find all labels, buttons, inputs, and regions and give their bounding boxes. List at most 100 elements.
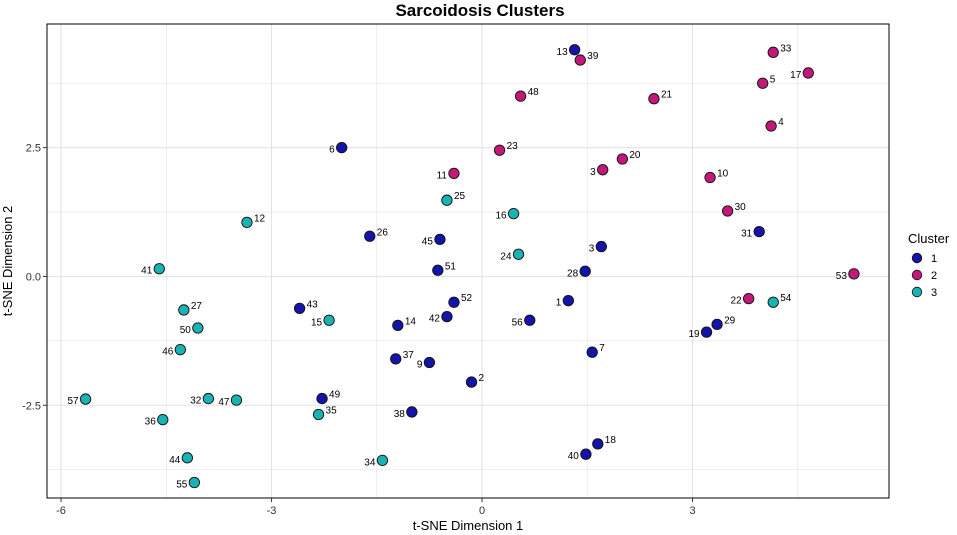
data-point	[569, 44, 581, 56]
point-label: 42	[429, 314, 441, 325]
legend: Cluster 1 2 3	[908, 231, 950, 299]
point-label: 50	[180, 325, 192, 336]
legend-label: 2	[931, 270, 937, 282]
point-label: 45	[422, 236, 434, 247]
point-label: 31	[741, 229, 753, 240]
point-label: 21	[661, 90, 673, 101]
point-label: 48	[528, 87, 540, 98]
data-point	[579, 265, 591, 277]
data-point	[767, 46, 779, 58]
y-tick-label: 0.0	[26, 271, 41, 283]
point-label: 13	[557, 47, 569, 58]
data-point	[848, 268, 860, 280]
data-point	[574, 54, 586, 66]
point-label: 15	[311, 317, 323, 328]
data-point	[704, 171, 716, 184]
data-point	[323, 314, 335, 326]
y-tick-label: 2.5	[26, 143, 41, 155]
point-label: 22	[731, 296, 743, 307]
data-point	[512, 248, 525, 260]
data-point	[181, 452, 193, 464]
point-label: 12	[254, 213, 266, 224]
data-point	[753, 225, 765, 238]
data-point	[700, 326, 713, 338]
data-point	[390, 353, 402, 365]
data-point	[767, 296, 779, 308]
point-label: 36	[145, 417, 157, 428]
x-axis-title: t-SNE Dimension 1	[413, 518, 524, 533]
point-label: 26	[377, 227, 389, 238]
data-point	[493, 144, 506, 156]
point-label: 7	[599, 343, 605, 354]
point-label: 1	[556, 298, 562, 309]
point-label: 46	[162, 347, 174, 358]
legend-title: Cluster	[908, 231, 950, 246]
point-label: 41	[141, 266, 153, 277]
data-point	[597, 164, 609, 176]
data-point	[711, 318, 723, 331]
data-point	[448, 296, 460, 308]
point-label: 3	[590, 167, 596, 178]
point-label: 18	[605, 435, 617, 446]
data-point	[241, 216, 253, 229]
point-label: 29	[724, 315, 736, 326]
data-point	[202, 392, 215, 405]
data-point	[448, 167, 460, 180]
data-point	[312, 408, 325, 421]
point-label: 4	[778, 117, 784, 128]
point-label: 43	[307, 299, 319, 310]
point-label: 33	[780, 43, 792, 54]
data-point	[802, 67, 814, 79]
data-point	[580, 448, 592, 460]
point-label: 6	[329, 145, 335, 156]
point-label: 34	[364, 457, 376, 468]
data-point	[153, 263, 165, 275]
data-point	[423, 356, 436, 369]
data-point	[293, 302, 306, 315]
data-point	[230, 394, 243, 406]
point-label: 25	[454, 191, 466, 202]
point-label: 3	[589, 244, 595, 255]
point-label: 19	[688, 329, 700, 340]
point-label: 47	[218, 397, 230, 408]
point-label: 11	[437, 170, 448, 181]
point-label: 28	[567, 268, 579, 279]
data-point	[376, 454, 389, 467]
data-point	[157, 414, 169, 426]
data-point	[188, 476, 201, 489]
data-point	[514, 90, 527, 102]
data-point	[174, 343, 186, 356]
point-label: 52	[461, 293, 473, 304]
data-point	[79, 393, 92, 405]
data-point	[592, 438, 604, 450]
point-label: 39	[587, 51, 599, 62]
y-tick-label: -2.5	[22, 400, 41, 412]
data-point	[441, 194, 453, 206]
chart-title: Sarcoidosis Clusters	[395, 1, 564, 20]
data-point	[743, 292, 755, 305]
point-label: 20	[629, 150, 641, 161]
point-label: 16	[495, 211, 507, 222]
data-point	[595, 240, 607, 253]
legend-label: 3	[931, 287, 937, 299]
legend-swatch	[911, 269, 923, 281]
point-label: 55	[176, 480, 188, 491]
point-label: 5	[770, 74, 776, 85]
point-label: 24	[500, 251, 512, 262]
point-label: 2	[479, 373, 485, 384]
data-point	[178, 304, 190, 316]
data-point	[721, 205, 734, 217]
data-point	[434, 233, 446, 246]
data-point	[765, 120, 777, 132]
y-axis-ticks: -2.5 0.0 2.5	[22, 143, 47, 412]
legend-label: 1	[931, 253, 937, 265]
x-tick-label: -3	[267, 505, 277, 517]
data-point	[364, 230, 376, 242]
data-point	[336, 142, 348, 154]
point-label: 44	[169, 455, 181, 466]
x-tick-label: 3	[689, 505, 695, 517]
legend-swatch	[911, 286, 923, 298]
point-label: 49	[329, 390, 341, 401]
